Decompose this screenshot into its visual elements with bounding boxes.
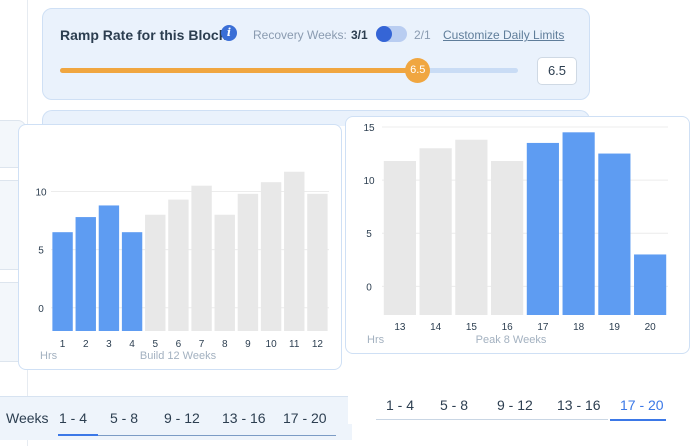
slider-thumb[interactable]: 6.5 — [405, 58, 431, 83]
bar-week-8[interactable] — [214, 214, 235, 331]
y-tick-label: 10 — [363, 176, 375, 187]
y-tick-label: 0 — [38, 304, 44, 315]
x-tick-label: 9 — [245, 339, 251, 350]
bar-week-14[interactable] — [419, 148, 452, 315]
y-tick-label: 0 — [366, 282, 372, 293]
x-tick-label: 15 — [466, 322, 478, 333]
x-tick-label: 5 — [152, 339, 158, 350]
bar-week-13[interactable] — [383, 160, 416, 315]
bar-week-15[interactable] — [455, 139, 488, 315]
bar-week-3[interactable] — [98, 205, 120, 331]
bar-week-2[interactable] — [75, 217, 96, 331]
week-range-17-20[interactable]: 17 - 20 — [620, 397, 664, 413]
ramp-rate-card: Ramp Rate for this Block i Recovery Week… — [42, 8, 590, 100]
peak-chart: 0 5 10 15 13 14 15 16 17 18 19 20 Hrs Peak 8 Weeks — [363, 123, 668, 346]
peak-chart-card: 0 5 10 15 13 14 15 16 17 18 19 20 Hrs Peak 8 Weeks — [345, 116, 690, 354]
bar-week-16[interactable] — [491, 160, 524, 315]
ramp-rate-input[interactable]: 6.5 — [537, 57, 577, 85]
x-tick-label: 20 — [645, 322, 657, 333]
build-chart-card: 0 5 10 1 2 3 4 5 6 7 8 9 10 11 12 Hrs Build 12 Weeks — [18, 124, 342, 370]
customize-daily-limits-link[interactable]: Customize Daily Limits — [443, 28, 565, 42]
active-week-underline — [610, 419, 666, 421]
x-tick-label: 2 — [83, 339, 89, 350]
bar-week-20[interactable] — [634, 254, 667, 315]
bar-week-18[interactable] — [562, 132, 595, 315]
ramp-rate-slider[interactable]: 6.5 — [60, 58, 518, 83]
week-range-9-12[interactable]: 9 - 12 — [497, 397, 533, 413]
week-range-17-20[interactable]: 17 - 20 — [283, 410, 327, 426]
x-axis-label: Build 12 Weeks — [140, 350, 217, 362]
bar-week-12[interactable] — [307, 193, 328, 331]
weeks-label: Weeks — [6, 410, 49, 426]
x-tick-label: 13 — [394, 322, 406, 333]
week-range-5-8[interactable]: 5 - 8 — [440, 397, 469, 413]
week-range-1-4[interactable]: 1 - 4 — [386, 397, 415, 413]
x-tick-label: 10 — [266, 339, 278, 350]
y-tick-label: 5 — [366, 229, 372, 240]
week-range-13-16[interactable]: 13 - 16 — [557, 397, 601, 413]
x-tick-label: 18 — [573, 322, 585, 333]
x-axis-label: Peak 8 Weeks — [476, 334, 547, 346]
ramp-rate-title: Ramp Rate for this Block — [60, 27, 227, 43]
x-tick-label: 7 — [199, 339, 205, 350]
x-tick-label: 3 — [106, 339, 112, 350]
x-tick-label: 11 — [289, 339, 300, 350]
toggle-knob[interactable] — [376, 26, 392, 42]
y-axis-label: Hrs — [40, 350, 58, 362]
recovery-weeks-label: Recovery Weeks: — [253, 28, 347, 42]
week-range-13-16[interactable]: 13 - 16 — [222, 410, 266, 426]
bar-week-5[interactable] — [145, 214, 166, 331]
y-axis-label: Hrs — [367, 334, 385, 346]
x-tick-label: 14 — [430, 322, 442, 333]
x-tick-label: 12 — [312, 339, 324, 350]
active-week-underline — [58, 434, 98, 436]
recovery-option-3-1[interactable]: 3/1 — [351, 28, 368, 42]
week-range-1-4[interactable]: 1 - 4 — [59, 410, 88, 426]
bar-week-1[interactable] — [52, 232, 73, 331]
x-tick-label: 1 — [60, 339, 66, 350]
bar-week-17[interactable] — [526, 142, 559, 315]
x-tick-label: 16 — [502, 322, 514, 333]
week-nav-right: 1 - 4 5 - 8 9 - 12 13 - 16 17 - 20 — [348, 366, 690, 424]
x-tick-label: 6 — [176, 339, 182, 350]
x-tick-label: 19 — [609, 322, 621, 333]
bar-week-7[interactable] — [191, 185, 212, 331]
info-icon[interactable]: i — [221, 25, 237, 41]
bar-week-6[interactable] — [168, 199, 189, 331]
slider-fill — [60, 68, 418, 73]
bar-week-11[interactable] — [284, 171, 305, 331]
week-nav-line — [98, 435, 336, 436]
recovery-toggle[interactable] — [376, 26, 407, 42]
x-tick-label: 4 — [129, 339, 135, 350]
y-tick-label: 10 — [35, 188, 47, 199]
week-nav-line — [376, 419, 608, 420]
bar-week-19[interactable] — [598, 153, 631, 315]
bar-week-10[interactable] — [260, 182, 282, 331]
x-tick-label: 17 — [537, 322, 549, 333]
bar-week-4[interactable] — [121, 232, 143, 331]
bar-week-9[interactable] — [237, 193, 259, 331]
week-range-5-8[interactable]: 5 - 8 — [110, 410, 139, 426]
week-nav-left: Weeks 1 - 4 5 - 8 9 - 12 13 - 16 17 - 20 — [0, 396, 352, 440]
week-range-9-12[interactable]: 9 - 12 — [164, 410, 200, 426]
recovery-option-2-1[interactable]: 2/1 — [414, 28, 431, 42]
y-tick-label: 5 — [38, 246, 44, 257]
x-tick-label: 8 — [222, 339, 228, 350]
y-tick-label: 15 — [363, 123, 375, 134]
